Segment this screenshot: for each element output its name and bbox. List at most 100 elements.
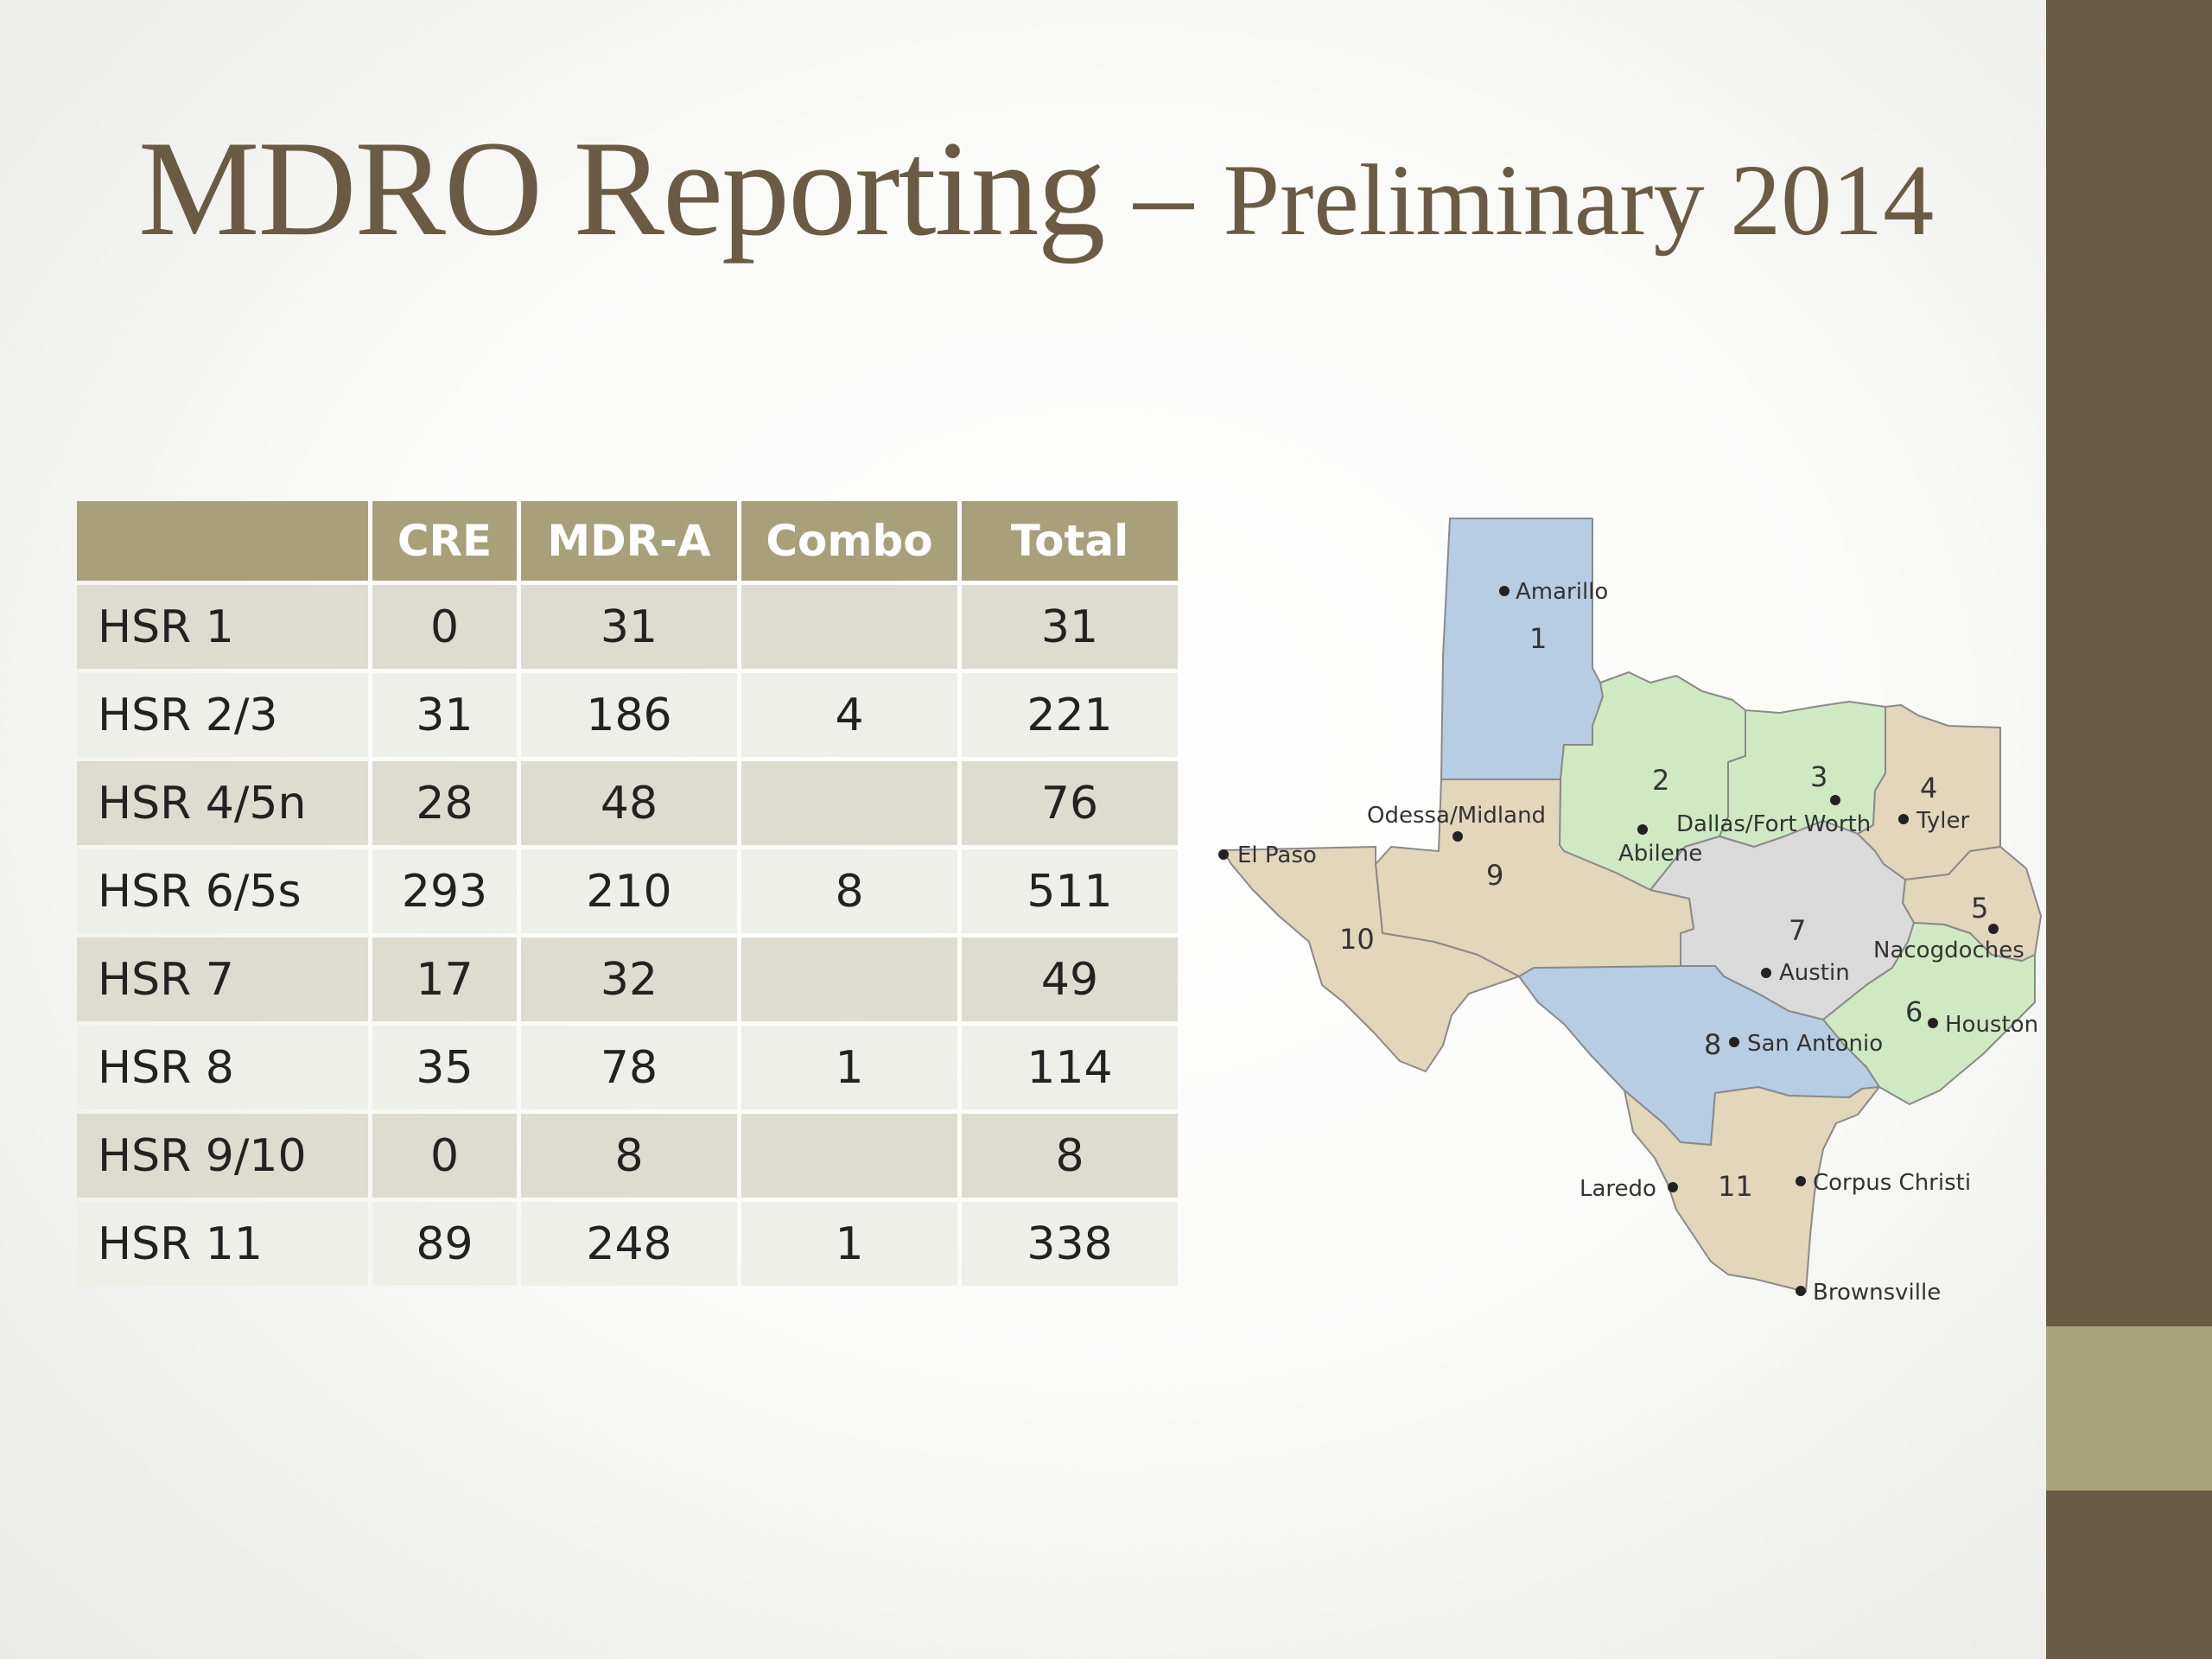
header-cell: Total — [962, 501, 1178, 581]
table-cell — [741, 585, 957, 669]
table-cell: 511 — [962, 849, 1178, 933]
row-label: HSR 6/5s — [77, 849, 368, 933]
region-6 — [1822, 922, 2036, 1105]
city-label: Dallas/Fort Worth — [1676, 811, 1871, 837]
city-marker — [1928, 1018, 1938, 1028]
table-row: HSR 4/5n 28 48 76 — [77, 761, 1178, 845]
row-label: HSR 4/5n — [77, 761, 368, 845]
table-cell: 78 — [521, 1026, 737, 1109]
table-cell: 49 — [962, 938, 1178, 1021]
region-number: 6 — [1905, 995, 1923, 1028]
table-row: HSR 6/5s 293 210 8 511 — [77, 849, 1178, 933]
table-cell — [741, 1114, 957, 1198]
texas-hsr-map: 1 2 3 4 5 6 7 8 9 10 11 Amarillo Odessa/… — [1218, 518, 2042, 1306]
city-marker — [1796, 1176, 1806, 1186]
table-cell: 0 — [372, 585, 517, 669]
region-number: 4 — [1920, 772, 1937, 804]
title-main: MDRO Reporting — [138, 113, 1105, 264]
region-number: 3 — [1810, 760, 1827, 793]
city-marker — [1218, 849, 1229, 860]
table-cell: 28 — [372, 761, 517, 845]
table-row: HSR 8 35 78 1 114 — [77, 1026, 1178, 1109]
row-label: HSR 2/3 — [77, 673, 368, 757]
table-cell: 35 — [372, 1026, 517, 1109]
title-subtitle: Preliminary 2014 — [1223, 143, 1935, 257]
table-cell: 1 — [741, 1202, 957, 1286]
table-cell: 76 — [962, 761, 1178, 845]
table-cell: 31 — [962, 585, 1178, 669]
table-row: HSR 2/3 31 186 4 221 — [77, 673, 1178, 757]
row-label: HSR 1 — [77, 585, 368, 669]
city-label: Tyler — [1916, 808, 1969, 834]
row-label: HSR 11 — [77, 1202, 368, 1286]
table-cell: 31 — [521, 585, 737, 669]
table-row: HSR 1 0 31 31 — [77, 585, 1178, 669]
header-cell — [77, 501, 368, 581]
table-cell: 31 — [372, 673, 517, 757]
slide-title: MDRO Reporting – Preliminary 2014 — [138, 121, 1934, 257]
city-marker — [1796, 1286, 1806, 1296]
city-label: San Antonio — [1747, 1031, 1883, 1057]
city-marker — [1729, 1037, 1739, 1047]
table-cell: 293 — [372, 849, 517, 933]
row-label: HSR 8 — [77, 1026, 368, 1109]
city-label: Austin — [1779, 960, 1850, 986]
region-10 — [1222, 846, 1520, 1072]
table-cell: 114 — [962, 1026, 1178, 1109]
city-marker — [1668, 1182, 1678, 1192]
city-label: Odessa/Midland — [1367, 803, 1546, 829]
city-marker — [1988, 924, 1999, 934]
city-marker — [1898, 814, 1909, 824]
table-cell: 186 — [521, 673, 737, 757]
city-label: Amarillo — [1516, 579, 1608, 605]
table-cell — [741, 761, 957, 845]
table-cell: 8 — [521, 1114, 737, 1198]
table-cell: 48 — [521, 761, 737, 845]
table-cell: 17 — [372, 938, 517, 1021]
region-number: 1 — [1529, 622, 1547, 655]
city-label: Laredo — [1580, 1176, 1656, 1202]
city-label: Abilene — [1618, 841, 1702, 867]
table-cell: 1 — [741, 1026, 957, 1109]
city-marker — [1761, 968, 1771, 978]
table-header-row: CRE MDR-A Combo Total — [77, 501, 1178, 581]
city-marker — [1637, 824, 1648, 835]
region-number: 7 — [1789, 914, 1806, 947]
table-cell: 89 — [372, 1202, 517, 1286]
mdro-table: CRE MDR-A Combo Total HSR 1 0 31 31 HSR … — [73, 497, 1182, 1290]
city-label: Nacogdoches — [1873, 938, 2024, 963]
table-row: HSR 7 17 32 49 — [77, 938, 1178, 1021]
header-cell: MDR-A — [521, 501, 737, 581]
table-row: HSR 9/10 0 8 8 — [77, 1114, 1178, 1198]
table-cell: 0 — [372, 1114, 517, 1198]
table-row: HSR 11 89 248 1 338 — [77, 1202, 1178, 1286]
table-cell: 8 — [962, 1114, 1178, 1198]
region-number: 8 — [1704, 1028, 1721, 1061]
table-cell — [741, 938, 957, 1021]
table-cell: 248 — [521, 1202, 737, 1286]
table-cell: 221 — [962, 673, 1178, 757]
table-cell: 338 — [962, 1202, 1178, 1286]
region-number: 11 — [1718, 1170, 1753, 1203]
city-marker — [1830, 795, 1840, 805]
sidebar-accent-band — [2046, 1326, 2212, 1491]
city-marker — [1499, 586, 1510, 596]
city-label: Corpus Christi — [1813, 1170, 1971, 1196]
region-11 — [1624, 1086, 1880, 1293]
city-marker — [1452, 831, 1463, 842]
city-label: Houston — [1945, 1012, 2038, 1038]
table-cell: 4 — [741, 673, 957, 757]
table-cell: 210 — [521, 849, 737, 933]
region-number: 10 — [1339, 923, 1375, 956]
title-dash: – — [1103, 128, 1224, 260]
region-number: 5 — [1971, 892, 1988, 925]
header-cell: CRE — [372, 501, 517, 581]
table-cell: 8 — [741, 849, 957, 933]
header-cell: Combo — [741, 501, 957, 581]
row-label: HSR 9/10 — [77, 1114, 368, 1198]
city-label: Brownsville — [1813, 1280, 1941, 1306]
region-number: 2 — [1652, 764, 1669, 797]
table-cell: 32 — [521, 938, 737, 1021]
city-label: El Paso — [1237, 842, 1317, 868]
region-number: 9 — [1486, 859, 1503, 892]
